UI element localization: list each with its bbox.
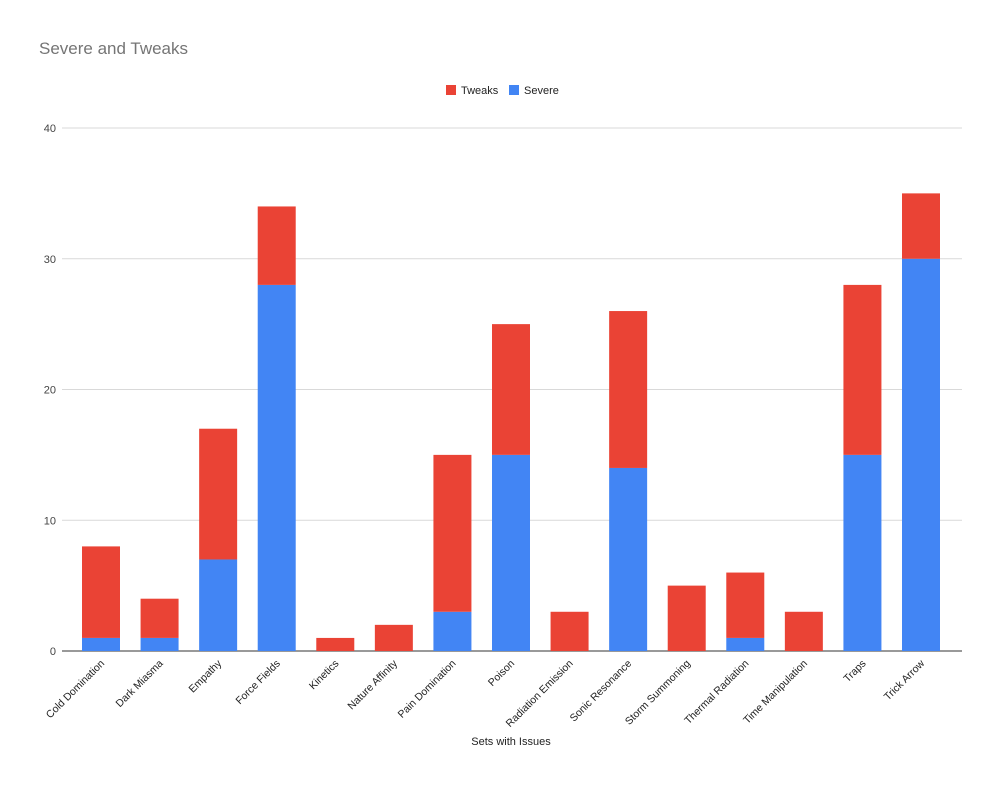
x-tick-label: Time Manipulation	[741, 658, 810, 727]
bar-tweaks[interactable]	[199, 428, 238, 560]
bar-tweaks[interactable]	[140, 598, 179, 638]
bar-tweaks[interactable]	[433, 454, 472, 612]
bar-tweaks[interactable]	[82, 546, 120, 638]
bar-tweaks[interactable]	[667, 585, 706, 651]
bar-tweaks[interactable]	[316, 637, 355, 651]
chart-title: Severe and Tweaks	[39, 39, 188, 58]
y-tick-label: 30	[44, 254, 56, 266]
bar-severe[interactable]	[257, 284, 296, 651]
bar-severe[interactable]	[843, 454, 882, 651]
y-tick-label: 20	[44, 385, 56, 397]
bar-tweaks[interactable]	[726, 572, 765, 638]
bar-severe[interactable]	[82, 637, 120, 651]
bar-tweaks[interactable]	[784, 611, 823, 651]
x-axis-title: Sets with Issues	[471, 736, 551, 748]
bar-tweaks[interactable]	[609, 311, 648, 468]
y-tick-label: 40	[44, 123, 56, 135]
bar-tweaks[interactable]	[374, 624, 413, 651]
x-tick-label: Poison	[486, 658, 517, 689]
x-tick-label: Cold Domination	[44, 658, 107, 721]
legend-swatch	[446, 85, 456, 95]
bar-tweaks[interactable]	[257, 206, 296, 285]
bar-tweaks[interactable]	[492, 324, 530, 455]
x-tick-label: Force Fields	[234, 658, 283, 707]
bar-severe[interactable]	[902, 258, 940, 651]
x-tick-label: Trick Arrow	[882, 657, 928, 703]
x-tick-label: Empathy	[186, 657, 224, 695]
y-tick-label: 0	[50, 646, 56, 658]
bar-tweaks[interactable]	[902, 193, 940, 259]
x-tick-label: Traps	[841, 658, 868, 685]
x-tick-label: Dark Miasma	[113, 658, 165, 710]
x-tick-label: Thermal Radiation	[682, 658, 751, 727]
x-tick-label: Nature Affinity	[345, 657, 400, 712]
legend-label: Severe	[524, 85, 559, 97]
x-tick-label: Pain Domination	[396, 658, 459, 721]
x-tick-label: Kinetics	[307, 658, 341, 692]
y-tick-label: 10	[44, 515, 56, 527]
bar-severe[interactable]	[433, 611, 472, 651]
bar-severe[interactable]	[609, 467, 648, 651]
x-tick-label: Sonic Resonance	[568, 658, 635, 725]
bar-severe[interactable]	[199, 559, 238, 651]
bars	[82, 193, 940, 651]
legend-swatch	[509, 85, 519, 95]
bar-severe[interactable]	[726, 637, 765, 651]
bar-tweaks[interactable]	[843, 284, 882, 455]
bar-severe[interactable]	[492, 454, 530, 651]
legend: Tweaks Severe	[446, 85, 559, 97]
bar-severe[interactable]	[140, 637, 179, 651]
bar-tweaks[interactable]	[550, 611, 589, 651]
x-tick-labels: Cold Domination Dark Miasma Empathy Force F…	[44, 657, 928, 730]
legend-label: Tweaks	[461, 85, 499, 97]
